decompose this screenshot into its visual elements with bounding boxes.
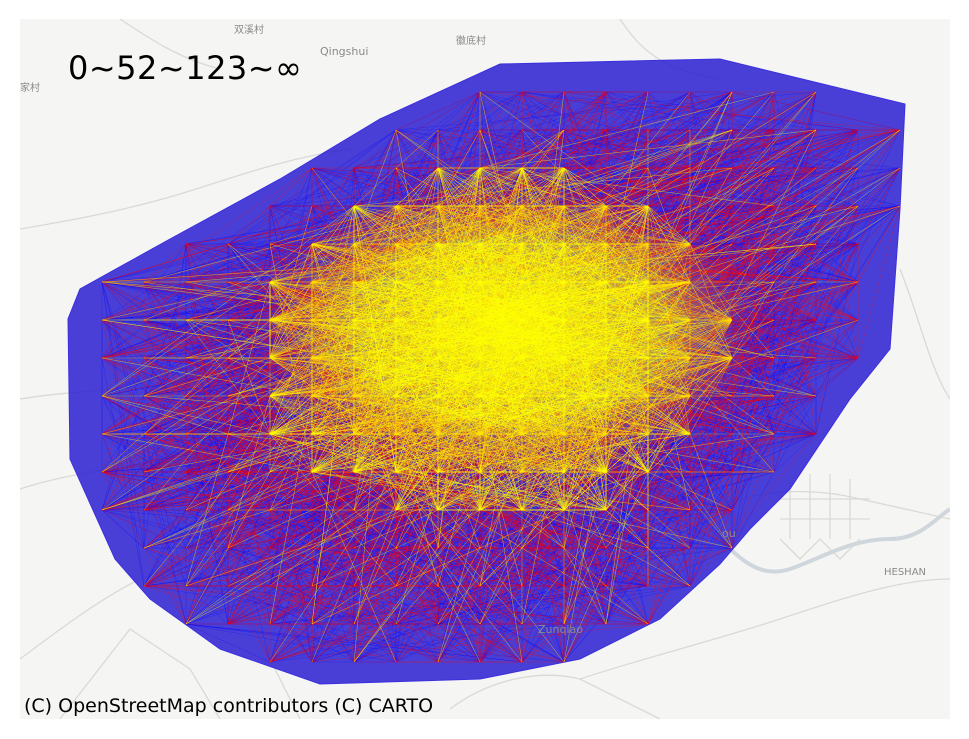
map-attribution: (C) OpenStreetMap contributors (C) CARTO (24, 695, 434, 717)
place-label-qingshui: Qingshui (320, 45, 369, 58)
map-canvas: Qingshui 双溪村 徽底村 家村 Zunqiao HESHAN ou 0~… (20, 19, 950, 719)
basemap-road (899, 268, 950, 400)
basemap-road (780, 498, 870, 520)
place-label-cn-1: 双溪村 (234, 25, 264, 36)
basemap-road (119, 19, 221, 70)
flow-core-glow (250, 179, 770, 479)
basemap-road (779, 538, 861, 560)
basemap-road (20, 148, 351, 230)
place-label-ou: ou (722, 527, 736, 540)
place-label-heshan: HESHAN (884, 567, 927, 578)
basemap-road (579, 578, 950, 680)
basemap-road (59, 628, 221, 719)
basemap-river (718, 507, 950, 574)
place-label-zunqiao: Zunqiao (538, 623, 583, 636)
flow-class-breaks-title: 0~52~123~∞ (68, 49, 303, 87)
od-flow-lines (67, 58, 906, 685)
place-label-cn-2: 徽底村 (456, 36, 486, 47)
flow-map (20, 19, 950, 719)
basemap-road (789, 474, 851, 539)
place-label-cn-3: 家村 (20, 83, 40, 94)
basemap-road (449, 674, 661, 719)
